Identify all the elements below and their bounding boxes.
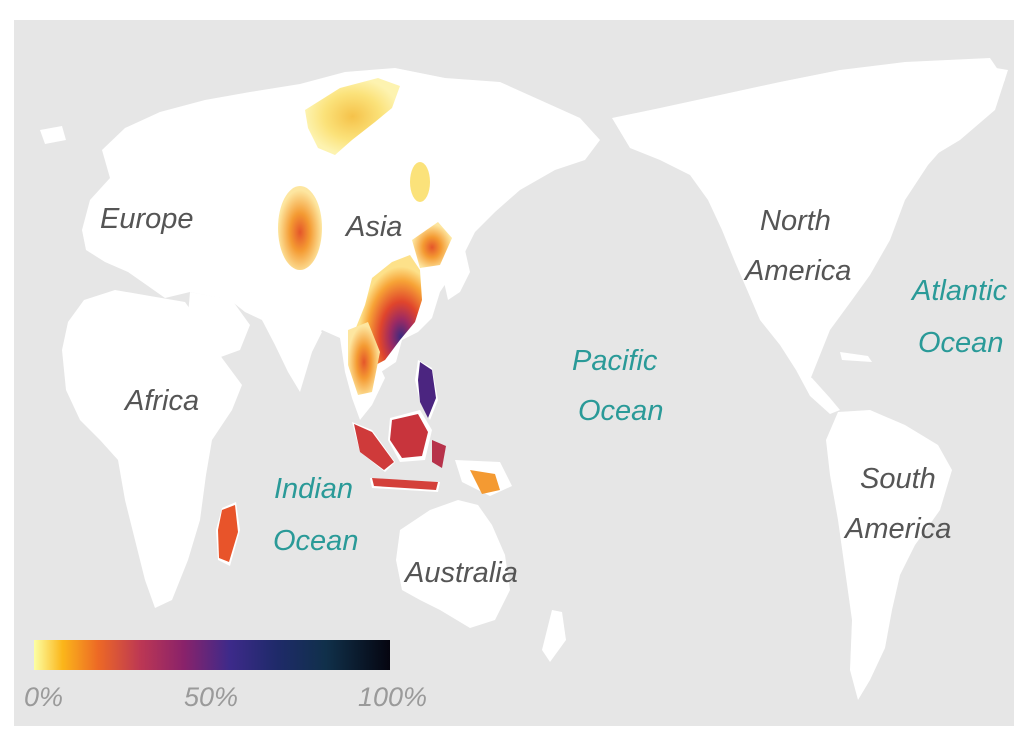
label-australia: Australia — [403, 557, 518, 589]
landmass-australia — [396, 500, 510, 628]
heat-borneo — [390, 414, 428, 458]
label-south-america-line2: America — [843, 513, 951, 545]
label-south-america-line1: South — [860, 463, 936, 495]
scale-tick-50: 50% — [184, 682, 238, 712]
heat-siberia — [305, 78, 400, 155]
color-scale-bar — [34, 640, 390, 670]
landmass-india — [262, 318, 322, 392]
heat-philippines — [418, 362, 436, 418]
label-atlantic-line1: Atlantic — [910, 275, 1008, 307]
heat-layer — [218, 78, 500, 562]
heat-new-guinea — [470, 470, 500, 494]
landmass-greenland — [900, 62, 1008, 158]
label-north-america-line1: North — [760, 205, 831, 237]
heat-mongolia — [410, 162, 430, 202]
ocean-labels: Pacific Ocean Atlantic Ocean Indian Ocea… — [273, 275, 1008, 557]
label-north-america-line2: America — [743, 255, 851, 287]
landmass-south-america — [826, 410, 952, 700]
landmass-caribbean — [840, 352, 872, 362]
landmass-japan — [444, 250, 470, 300]
heat-south-china — [348, 322, 380, 395]
label-indian-line1: Indian — [274, 473, 353, 505]
color-scale-legend: 0% 50% 100% — [24, 640, 427, 712]
continent-labels: Europe Asia Africa Australia North Ameri… — [100, 203, 951, 589]
landmass-eurasia — [82, 68, 600, 385]
scale-tick-100: 100% — [358, 682, 427, 712]
heat-java — [372, 478, 438, 490]
label-atlantic-line2: Ocean — [918, 327, 1003, 359]
heat-urals — [278, 186, 322, 270]
landmass-north-america — [612, 58, 1005, 380]
label-pacific-line2: Ocean — [578, 395, 663, 427]
landmass-iceland — [40, 126, 66, 144]
heat-sulawesi — [432, 440, 446, 468]
heat-madagascar — [218, 505, 238, 562]
label-asia: Asia — [344, 211, 402, 243]
landmass-africa — [62, 290, 242, 608]
scale-tick-0: 0% — [24, 682, 63, 712]
heat-sumatra — [354, 424, 394, 470]
label-europe: Europe — [100, 203, 194, 235]
label-africa: Africa — [123, 385, 199, 417]
label-pacific-line1: Pacific — [572, 345, 658, 377]
landmass-new-zealand — [542, 610, 566, 662]
heat-korea — [412, 222, 452, 268]
landmass-central-america — [796, 370, 840, 414]
label-indian-line2: Ocean — [273, 525, 358, 557]
